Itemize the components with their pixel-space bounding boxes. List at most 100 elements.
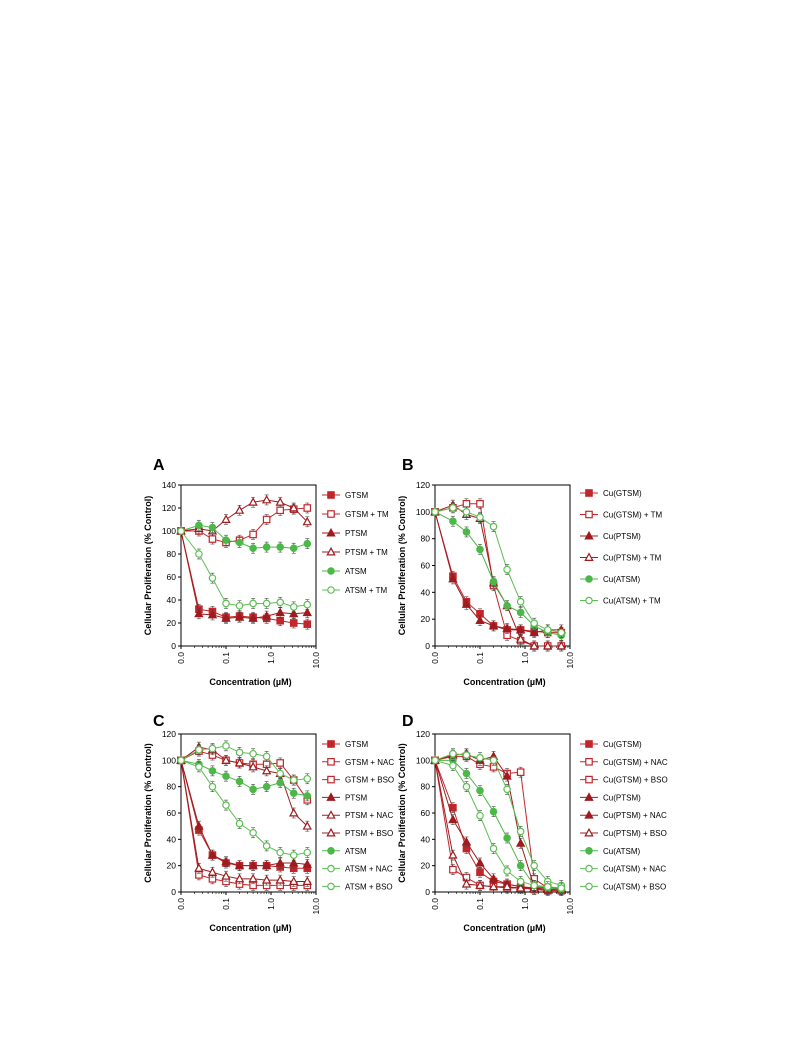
legend-marker bbox=[327, 846, 335, 855]
series-line bbox=[180, 530, 308, 619]
legend-marker bbox=[585, 775, 593, 784]
data-point bbox=[289, 603, 298, 611]
series-line bbox=[180, 530, 308, 608]
data-point bbox=[502, 623, 512, 633]
data-point bbox=[302, 821, 312, 830]
y-tick-label: 0 bbox=[425, 641, 430, 651]
data-point bbox=[275, 607, 285, 617]
x-tick-label: 10.0 bbox=[565, 652, 575, 669]
legend-marker bbox=[585, 575, 593, 583]
data-point bbox=[502, 881, 512, 891]
data-point bbox=[222, 772, 230, 780]
data-point bbox=[476, 499, 484, 508]
y-tick-label: 60 bbox=[167, 572, 177, 582]
series-cu-gtsm-bso bbox=[431, 756, 566, 896]
data-point bbox=[476, 545, 484, 554]
data-point bbox=[515, 634, 526, 643]
y-axis-label: Cellular Proliferation (% Control) bbox=[143, 743, 153, 883]
data-point bbox=[449, 517, 457, 526]
y-tick-label: 60 bbox=[421, 561, 431, 571]
data-point bbox=[195, 521, 203, 530]
legend-label: ATSM + BSO bbox=[345, 882, 393, 891]
data-point bbox=[194, 863, 204, 872]
legend-marker bbox=[327, 757, 335, 766]
data-point bbox=[289, 619, 298, 627]
data-point bbox=[208, 767, 217, 775]
series-line bbox=[434, 511, 562, 636]
y-tick-label: 20 bbox=[421, 861, 431, 871]
y-tick-label: 0 bbox=[425, 887, 430, 897]
data-point bbox=[475, 615, 485, 624]
x-axis-label: Concentration (µM) bbox=[209, 923, 291, 933]
legend-label: PTSM + TM bbox=[345, 548, 388, 557]
panel-letter-d: D bbox=[402, 713, 414, 730]
y-tick-label: 0 bbox=[171, 641, 176, 651]
data-point bbox=[516, 608, 525, 617]
data-point bbox=[529, 640, 539, 650]
series-line bbox=[180, 759, 308, 856]
data-point bbox=[235, 748, 244, 757]
data-point bbox=[248, 873, 258, 883]
series-line bbox=[180, 759, 308, 797]
data-point bbox=[515, 882, 526, 892]
series-atsm-bso bbox=[177, 756, 312, 861]
data-point bbox=[207, 867, 218, 876]
data-point bbox=[177, 527, 185, 535]
legend-item: PTSM bbox=[322, 792, 368, 802]
data-point bbox=[248, 497, 258, 506]
data-point bbox=[262, 599, 271, 608]
legend-marker bbox=[327, 882, 335, 891]
data-point bbox=[503, 834, 511, 842]
legend-marker bbox=[584, 530, 594, 540]
data-point bbox=[503, 565, 511, 574]
y-axis-label: Cellular Proliferation (% Control) bbox=[143, 496, 153, 636]
data-point bbox=[530, 861, 538, 870]
series-line bbox=[180, 760, 308, 867]
data-point bbox=[208, 535, 217, 543]
data-point bbox=[516, 861, 525, 870]
data-point bbox=[222, 801, 230, 809]
legend-item: ATSM bbox=[322, 567, 367, 576]
legend-item: PTSM bbox=[322, 527, 368, 538]
data-point bbox=[461, 836, 472, 846]
y-tick-label: 20 bbox=[421, 614, 431, 624]
data-point bbox=[476, 811, 484, 820]
data-point bbox=[234, 860, 245, 870]
legend-item: GTSM + BSO bbox=[322, 776, 394, 785]
y-axis-label: Cellular Proliferation (% Control) bbox=[397, 496, 407, 636]
legend-marker bbox=[585, 596, 593, 605]
series-atsm bbox=[177, 519, 312, 554]
series-line bbox=[180, 760, 308, 869]
data-point bbox=[516, 827, 525, 836]
data-point bbox=[195, 745, 203, 754]
series-cu-ptsm- bbox=[430, 506, 566, 638]
data-point bbox=[262, 752, 271, 761]
data-point bbox=[208, 523, 217, 532]
series-line bbox=[434, 760, 562, 892]
panel-letter-a: A bbox=[153, 457, 165, 474]
legend-item: Cu(GTSM) bbox=[580, 489, 642, 498]
legend-item: Cu(GTSM) + TM bbox=[580, 511, 663, 520]
series-line bbox=[180, 750, 308, 801]
series-line bbox=[434, 753, 562, 886]
legend-item: Cu(ATSM) bbox=[580, 575, 641, 584]
x-tick-label: 10.0 bbox=[311, 652, 321, 669]
series-line bbox=[180, 745, 308, 781]
legend-marker bbox=[585, 489, 593, 497]
data-point bbox=[194, 821, 204, 830]
y-tick-label: 100 bbox=[162, 526, 176, 536]
legend-label: Cu(GTSM) + NAC bbox=[603, 758, 668, 767]
y-tick-label: 100 bbox=[416, 755, 430, 765]
series-line bbox=[180, 746, 308, 827]
data-point bbox=[557, 628, 566, 637]
data-point bbox=[249, 785, 257, 794]
data-point bbox=[222, 742, 230, 750]
data-point bbox=[303, 600, 312, 609]
legend-marker bbox=[585, 740, 593, 748]
data-point bbox=[261, 494, 272, 504]
series-line bbox=[180, 499, 308, 532]
x-tick-label: 1.0 bbox=[520, 898, 530, 910]
data-point bbox=[276, 778, 284, 787]
data-point bbox=[261, 860, 272, 870]
legend-label: GTSM + NAC bbox=[345, 758, 394, 767]
